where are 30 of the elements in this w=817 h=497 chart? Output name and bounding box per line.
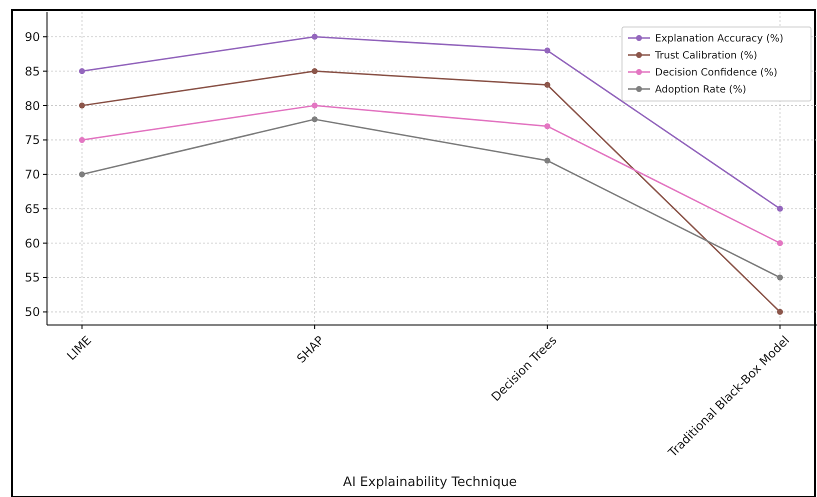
y-tick-label: 65: [24, 202, 40, 216]
point: [544, 48, 550, 54]
point: [544, 82, 550, 88]
point: [312, 34, 318, 40]
y-tick-label: 55: [24, 270, 40, 285]
point: [544, 123, 550, 130]
point: [312, 102, 318, 109]
point: [777, 308, 783, 315]
point: [312, 116, 318, 122]
legend-label: Adoption Rate (%): [655, 84, 746, 96]
y-tick-label: 75: [24, 133, 40, 148]
point: [777, 206, 783, 212]
legend-label: Trust Calibration (%): [654, 50, 758, 62]
point: [312, 68, 318, 74]
legend-label: Explanation Accuracy (%): [655, 34, 784, 44]
point: [777, 274, 783, 281]
point: [79, 171, 85, 178]
y-tick-label: 60: [24, 236, 40, 250]
y-tick-label: 70: [24, 168, 40, 182]
point: [79, 102, 85, 109]
legend-label: Decision Confidence (%): [655, 68, 778, 78]
x-axis-title: AI Explainability Technique: [343, 475, 517, 490]
y-tick-label: 50: [24, 305, 40, 320]
y-tick-label: 80: [24, 98, 40, 113]
y-tick-label: 90: [24, 30, 40, 44]
point: [777, 240, 783, 246]
point: [79, 136, 85, 143]
y-tick-label: 85: [24, 64, 40, 78]
point: [79, 68, 85, 74]
point: [544, 158, 550, 164]
